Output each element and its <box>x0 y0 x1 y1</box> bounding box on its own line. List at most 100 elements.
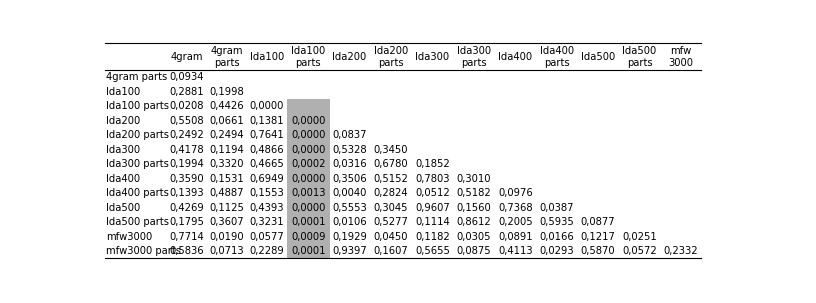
Text: 0,0512: 0,0512 <box>415 188 450 198</box>
Bar <box>286 157 330 171</box>
Text: 0,2881: 0,2881 <box>170 87 204 97</box>
Text: 0,5182: 0,5182 <box>456 188 491 198</box>
Text: 0,0000: 0,0000 <box>291 116 326 126</box>
Text: 0,9397: 0,9397 <box>332 246 367 256</box>
Text: 0,3590: 0,3590 <box>170 174 204 184</box>
Text: 0,1531: 0,1531 <box>210 174 244 184</box>
Text: lda300 parts: lda300 parts <box>106 159 169 169</box>
Text: 0,3045: 0,3045 <box>374 203 408 213</box>
Text: 0,1994: 0,1994 <box>170 159 205 169</box>
Text: 0,0000: 0,0000 <box>291 203 326 213</box>
Text: lda100: lda100 <box>250 52 284 62</box>
Text: 0,0002: 0,0002 <box>291 159 326 169</box>
Bar <box>286 114 330 128</box>
Text: 0,1381: 0,1381 <box>250 116 284 126</box>
Text: 0,4393: 0,4393 <box>250 203 284 213</box>
Text: 0,0661: 0,0661 <box>210 116 244 126</box>
Text: 0,0040: 0,0040 <box>332 188 366 198</box>
Text: lda400
parts: lda400 parts <box>539 45 574 68</box>
Text: 0,1795: 0,1795 <box>170 217 205 227</box>
Text: 0,5277: 0,5277 <box>374 217 409 227</box>
Bar <box>286 186 330 200</box>
Text: 0,0251: 0,0251 <box>622 231 657 241</box>
Text: 0,0166: 0,0166 <box>539 231 574 241</box>
Text: 0,3320: 0,3320 <box>210 159 244 169</box>
Text: 0,4426: 0,4426 <box>210 101 244 112</box>
Text: 0,8612: 0,8612 <box>456 217 491 227</box>
Text: 0,1114: 0,1114 <box>415 217 450 227</box>
Bar <box>286 99 330 114</box>
Text: 0,2289: 0,2289 <box>250 246 284 256</box>
Text: 0,5870: 0,5870 <box>581 246 615 256</box>
Text: 0,0009: 0,0009 <box>291 231 326 241</box>
Text: 0,2005: 0,2005 <box>498 217 533 227</box>
Text: 0,0106: 0,0106 <box>332 217 367 227</box>
Text: lda300: lda300 <box>415 52 450 62</box>
Text: 0,0000: 0,0000 <box>291 174 326 184</box>
Text: 0,0001: 0,0001 <box>291 246 326 256</box>
Text: 0,3010: 0,3010 <box>457 174 491 184</box>
Text: 0,1217: 0,1217 <box>581 231 615 241</box>
Text: 0,1194: 0,1194 <box>210 145 244 155</box>
Text: lda300: lda300 <box>106 145 140 155</box>
Text: mfw
3000: mfw 3000 <box>668 45 694 68</box>
Text: 0,3607: 0,3607 <box>210 217 244 227</box>
Text: 4gram
parts: 4gram parts <box>211 45 243 68</box>
Text: 0,5836: 0,5836 <box>170 246 204 256</box>
Text: 0,5935: 0,5935 <box>539 217 574 227</box>
Text: 0,0387: 0,0387 <box>539 203 574 213</box>
Text: 0,1929: 0,1929 <box>332 231 367 241</box>
Text: lda100
parts: lda100 parts <box>291 45 326 68</box>
Text: 0,1852: 0,1852 <box>415 159 450 169</box>
Text: 0,0837: 0,0837 <box>332 130 367 140</box>
Text: lda400: lda400 <box>106 174 140 184</box>
Text: lda400: lda400 <box>499 52 532 62</box>
Text: lda500
parts: lda500 parts <box>623 45 657 68</box>
Text: mfw3000 parts: mfw3000 parts <box>106 246 181 256</box>
Text: 0,0572: 0,0572 <box>622 246 657 256</box>
Text: 0,2492: 0,2492 <box>170 130 205 140</box>
Text: 0,7641: 0,7641 <box>250 130 284 140</box>
Text: 0,0316: 0,0316 <box>332 159 367 169</box>
Text: 0,0891: 0,0891 <box>498 231 533 241</box>
Text: 0,2824: 0,2824 <box>374 188 408 198</box>
Text: 0,4665: 0,4665 <box>250 159 284 169</box>
Bar <box>286 229 330 244</box>
Text: 0,0190: 0,0190 <box>210 231 244 241</box>
Text: 0,1560: 0,1560 <box>456 203 491 213</box>
Text: 0,0577: 0,0577 <box>250 231 284 241</box>
Text: lda200: lda200 <box>106 116 140 126</box>
Text: 0,7803: 0,7803 <box>415 174 450 184</box>
Text: 0,4866: 0,4866 <box>250 145 284 155</box>
Text: 0,1998: 0,1998 <box>210 87 244 97</box>
Text: 0,7368: 0,7368 <box>498 203 533 213</box>
Text: lda200: lda200 <box>332 52 366 62</box>
Text: 0,4113: 0,4113 <box>498 246 533 256</box>
Text: 0,3506: 0,3506 <box>332 174 367 184</box>
Text: lda200 parts: lda200 parts <box>106 130 170 140</box>
Text: 0,0305: 0,0305 <box>457 231 491 241</box>
Text: 0,1553: 0,1553 <box>250 188 284 198</box>
Bar <box>286 142 330 157</box>
Text: 0,0934: 0,0934 <box>170 72 204 82</box>
Text: 0,0877: 0,0877 <box>581 217 615 227</box>
Text: 0,0000: 0,0000 <box>250 101 284 112</box>
Text: 0,0875: 0,0875 <box>456 246 491 256</box>
Text: 0,2494: 0,2494 <box>210 130 244 140</box>
Bar <box>286 215 330 229</box>
Text: 0,0976: 0,0976 <box>498 188 533 198</box>
Text: lda100 parts: lda100 parts <box>106 101 170 112</box>
Text: 0,0013: 0,0013 <box>291 188 326 198</box>
Text: 0,1393: 0,1393 <box>170 188 204 198</box>
Text: 4gram parts: 4gram parts <box>106 72 167 82</box>
Text: 0,6780: 0,6780 <box>374 159 408 169</box>
Text: lda500: lda500 <box>106 203 140 213</box>
Text: 0,9607: 0,9607 <box>415 203 450 213</box>
Text: 0,0713: 0,0713 <box>210 246 244 256</box>
Text: 0,4269: 0,4269 <box>170 203 205 213</box>
Bar <box>286 244 330 258</box>
Text: mfw3000: mfw3000 <box>106 231 153 241</box>
Text: 0,5655: 0,5655 <box>415 246 450 256</box>
Text: 0,0450: 0,0450 <box>374 231 408 241</box>
Text: 0,4887: 0,4887 <box>210 188 244 198</box>
